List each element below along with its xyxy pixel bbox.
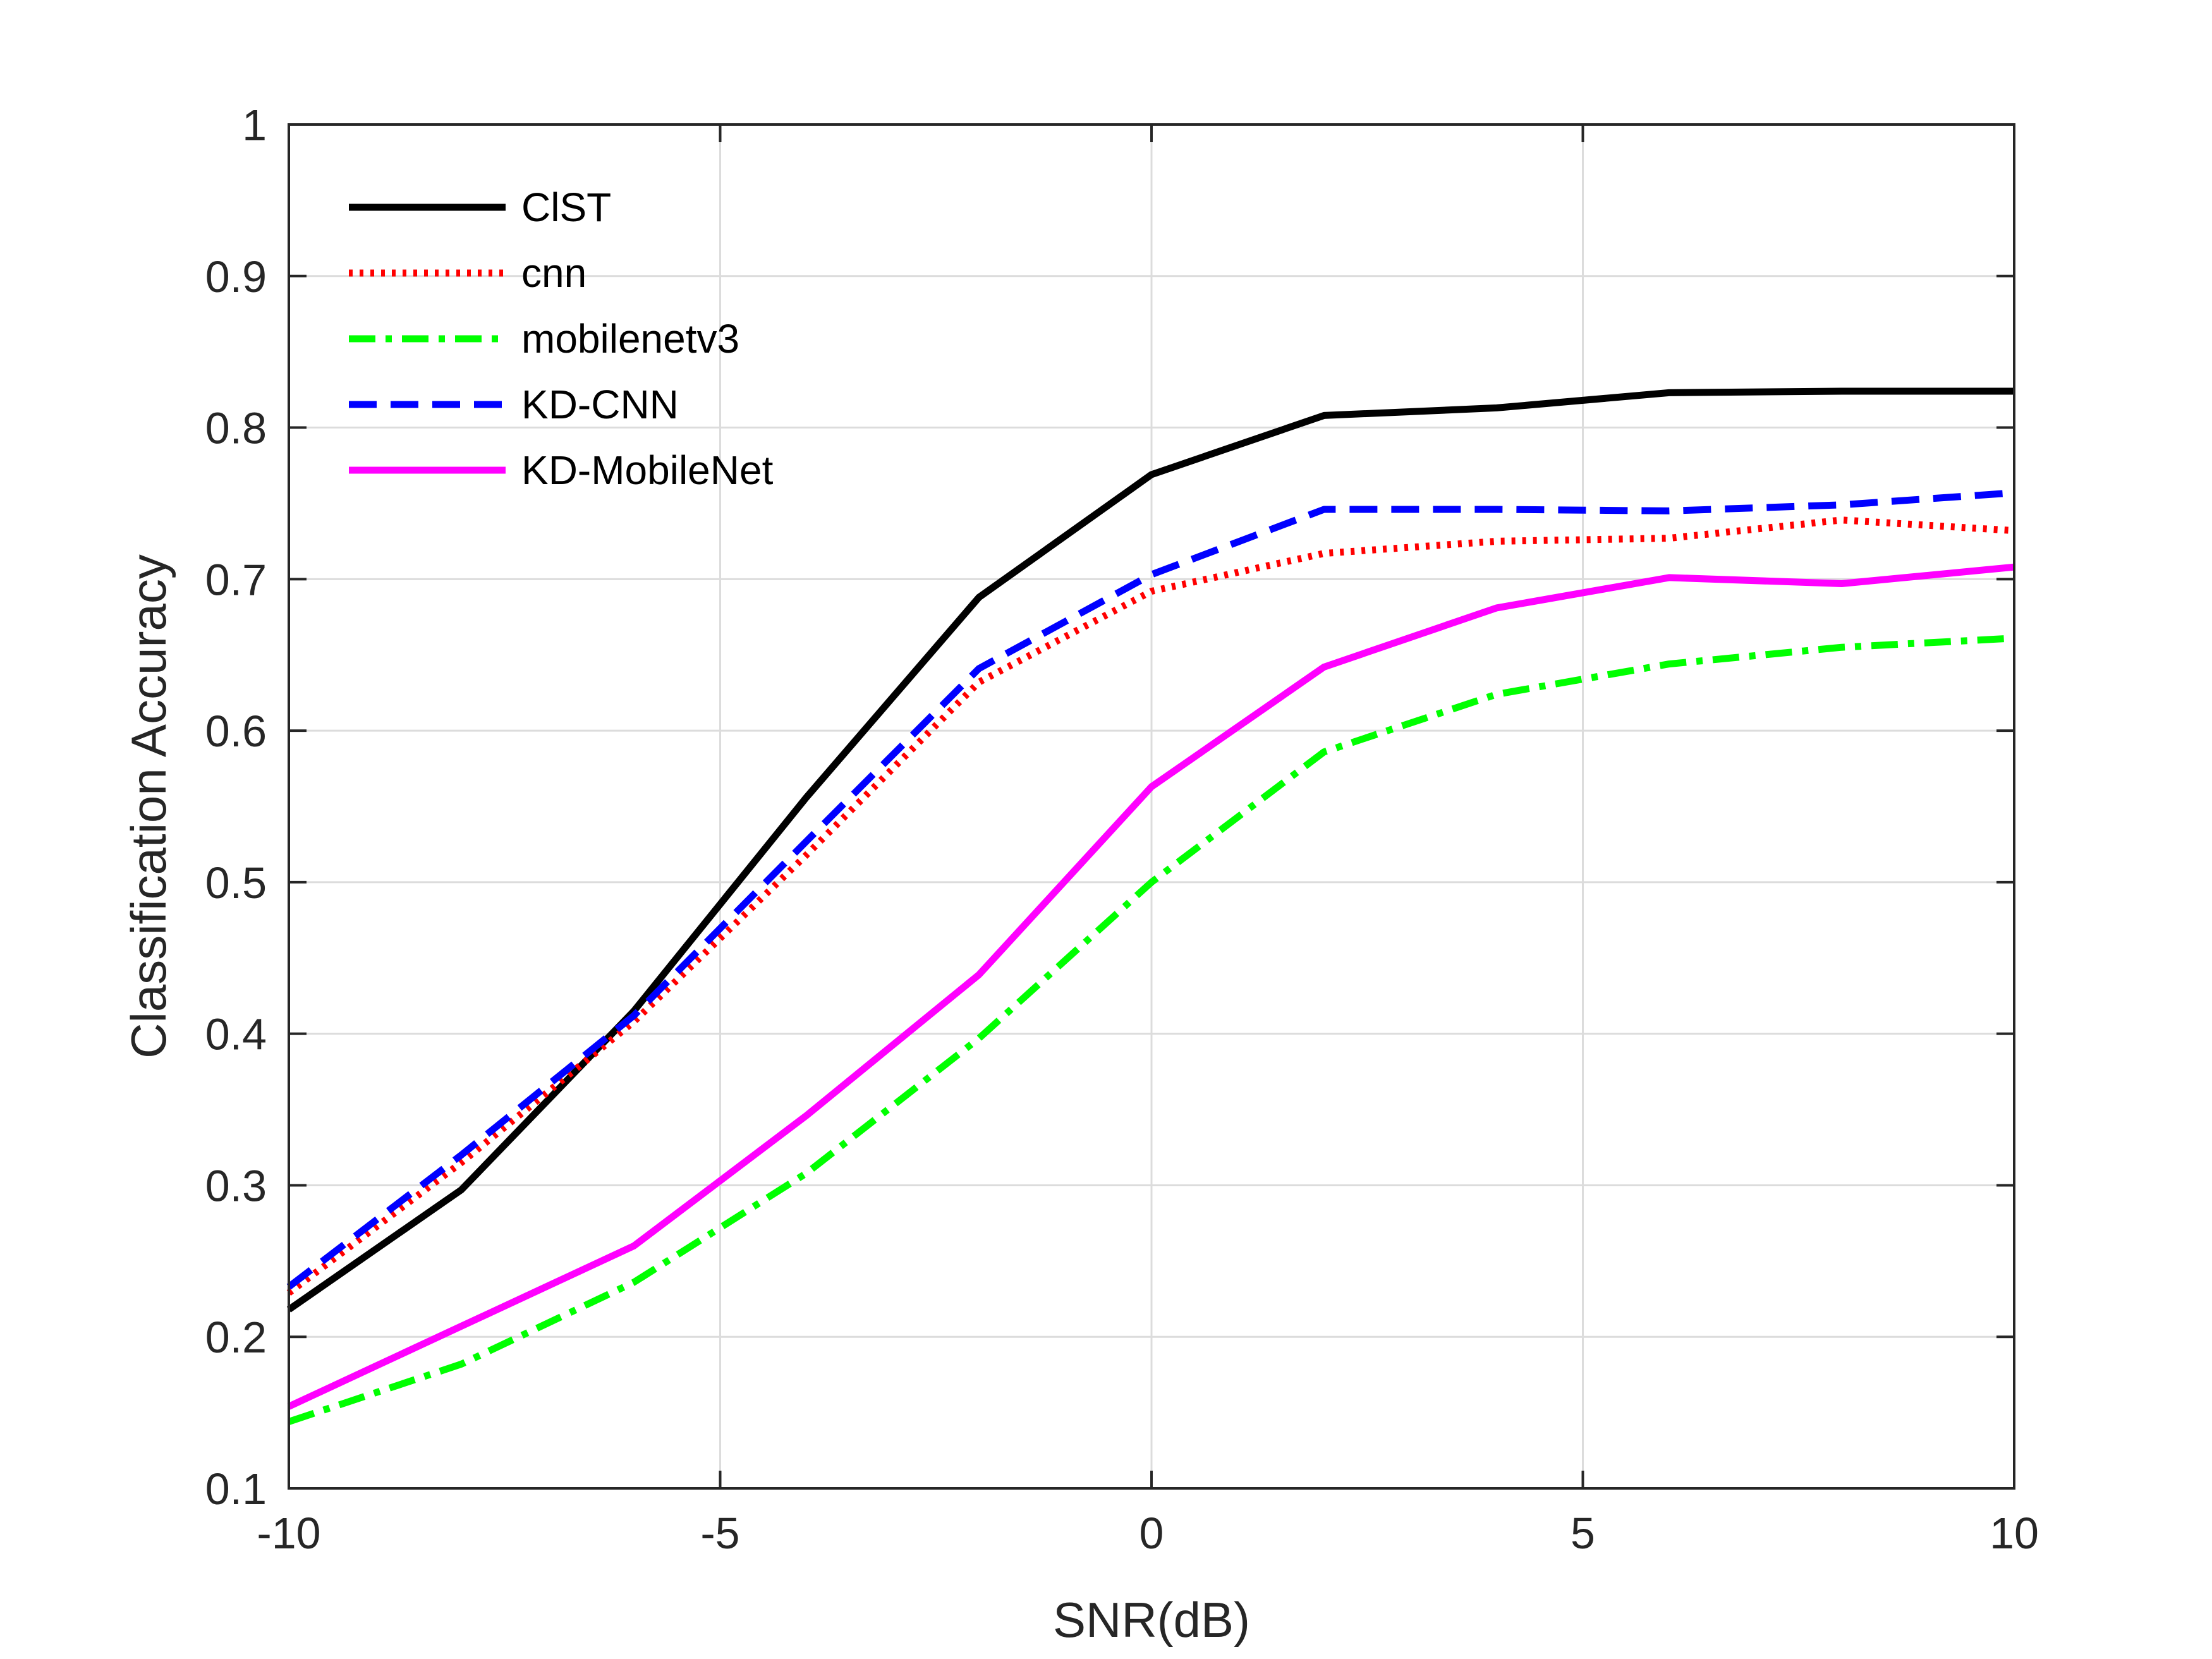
y-tick-label: 0.3 bbox=[205, 1161, 267, 1210]
x-tick-label: -10 bbox=[257, 1509, 320, 1558]
legend: ClST cnn mobilenetv3 KD-CNN KD-MobileNet bbox=[349, 185, 774, 493]
y-axis-label: Classification Accuracy bbox=[121, 554, 176, 1059]
x-tick-label: -5 bbox=[700, 1509, 739, 1558]
x-tick-label: 0 bbox=[1139, 1509, 1164, 1558]
series-line-mobilenetv3 bbox=[288, 635, 2015, 1425]
x-tick-label: 5 bbox=[1571, 1509, 1595, 1558]
ticks bbox=[288, 123, 2015, 1490]
series-line-kd-mobilenet bbox=[287, 563, 2015, 1410]
y-tick-label: 0.5 bbox=[205, 858, 267, 908]
series-line-cnn bbox=[286, 516, 2015, 1296]
legend-label: KD-CNN bbox=[521, 382, 679, 427]
y-tick-label: 0.2 bbox=[205, 1313, 267, 1362]
series-line-clst bbox=[286, 387, 2014, 1313]
tick-labels: -10 -5 0 5 10 0.1 0.2 0.3 0.4 0.5 0.6 0.7 0.8 0.9 1 bbox=[205, 100, 2039, 1558]
y-tick-label: 0.8 bbox=[205, 404, 267, 453]
y-tick-label: 0.1 bbox=[205, 1464, 267, 1514]
y-tick-label: 1 bbox=[242, 100, 267, 150]
legend-label: mobilenetv3 bbox=[521, 316, 739, 362]
y-tick-label: 0.9 bbox=[205, 252, 267, 301]
y-tick-label: 0.4 bbox=[205, 1010, 267, 1059]
x-tick-label: 10 bbox=[1990, 1509, 2039, 1558]
y-tick-label: 0.6 bbox=[205, 707, 267, 756]
x-axis-label: SNR(dB) bbox=[1053, 1592, 1250, 1648]
legend-label: KD-MobileNet bbox=[521, 447, 774, 493]
series-lines bbox=[286, 387, 2015, 1425]
legend-label: ClST bbox=[521, 185, 611, 230]
y-tick-label: 0.7 bbox=[205, 555, 267, 604]
series-line-kd-cnn bbox=[286, 489, 2015, 1290]
legend-label: cnn bbox=[521, 250, 586, 296]
